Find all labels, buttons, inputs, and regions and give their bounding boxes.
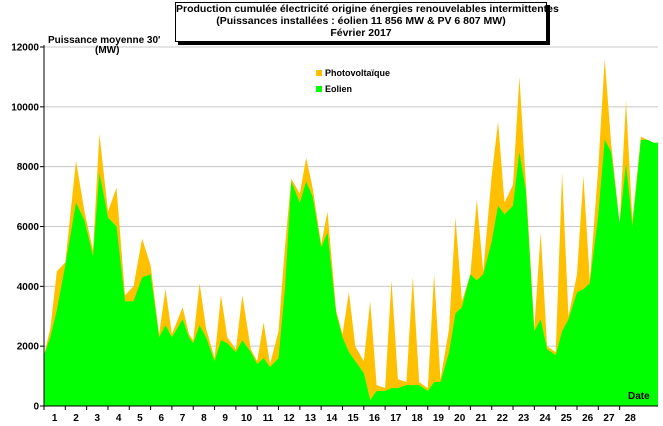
legend: Photovoltaïque Eolien <box>303 63 393 97</box>
legend-swatch-photovoltaique <box>316 70 322 76</box>
legend-label-eolien: Eolien <box>325 84 352 94</box>
x-tick-label-11: 11 <box>263 413 274 424</box>
x-tick-label-7: 7 <box>180 413 186 424</box>
x-tick-label-15: 15 <box>348 413 360 424</box>
area-series-group <box>44 59 658 406</box>
x-tick-label-6: 6 <box>158 413 164 424</box>
y-tick-label-4: 8000 <box>17 162 40 173</box>
y-axis-title-line-2: (MW) <box>95 45 119 56</box>
legend-swatch-eolien <box>316 86 322 92</box>
x-tick-label-16: 16 <box>369 413 381 424</box>
x-tick-label-3: 3 <box>95 413 101 424</box>
x-tick-label-19: 19 <box>433 413 445 424</box>
y-tick-labels: 0 2000 4000 6000 8000 10000 12000 <box>11 43 44 413</box>
x-tick-label-5: 5 <box>137 413 143 424</box>
x-tick-label-10: 10 <box>241 413 253 424</box>
x-tick-label-14: 14 <box>326 413 338 424</box>
x-tick-label-12: 12 <box>284 413 296 424</box>
x-tick-label-17: 17 <box>390 413 402 424</box>
x-tick-label-1: 1 <box>52 413 58 424</box>
x-tick-label-9: 9 <box>222 413 228 424</box>
x-tick-labels: 1 2 3 4 5 6 7 8 9 10 11 12 13 14 15 16 17 18 19 20 21 22 23 24 2… <box>43 406 637 424</box>
x-tick-label-13: 13 <box>305 413 317 424</box>
chart-title-line-3: Février 2017 <box>330 27 392 39</box>
x-tick-label-8: 8 <box>201 413 207 424</box>
area-series-eolien <box>44 139 658 406</box>
x-tick-label-18: 18 <box>412 413 424 424</box>
y-tick-label-1: 2000 <box>17 342 40 353</box>
x-axis-title: Date <box>628 391 650 402</box>
y-axis-title-line-1: Puissance moyenne 30' <box>48 35 160 46</box>
chart-title: Production cumulée électricité origine é… <box>175 2 559 42</box>
x-tick-label-26: 26 <box>582 413 594 424</box>
y-tick-label-6: 12000 <box>11 43 39 54</box>
chart-title-line-2: (Puissances installées : éolien 11 856 M… <box>216 15 506 27</box>
x-tick-label-23: 23 <box>518 413 530 424</box>
x-tick-label-4: 4 <box>116 413 122 424</box>
chart-title-line-1: Production cumulée électricité origine é… <box>176 3 559 15</box>
y-tick-label-0: 0 <box>33 402 39 413</box>
y-tick-label-3: 6000 <box>17 222 40 233</box>
legend-label-photovoltaique: Photovoltaïque <box>325 68 390 78</box>
x-tick-label-22: 22 <box>497 413 509 424</box>
x-tick-label-25: 25 <box>561 413 573 424</box>
x-tick-label-28: 28 <box>625 413 637 424</box>
x-tick-label-27: 27 <box>603 413 615 424</box>
x-tick-label-20: 20 <box>454 413 466 424</box>
y-tick-label-2: 4000 <box>17 282 40 293</box>
y-tick-label-5: 10000 <box>11 102 39 113</box>
x-tick-label-24: 24 <box>539 413 551 424</box>
x-tick-label-2: 2 <box>73 413 79 424</box>
x-tick-label-21: 21 <box>475 413 487 424</box>
